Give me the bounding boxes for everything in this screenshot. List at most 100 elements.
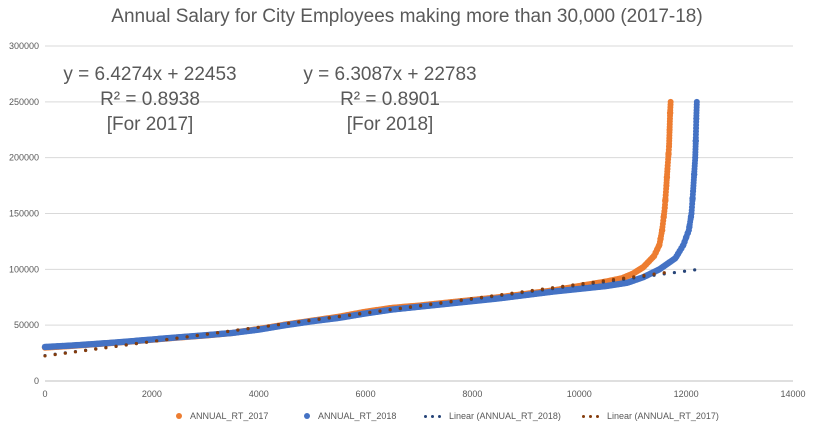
year-note-line: [For 2018] bbox=[346, 114, 434, 135]
trendline-dot bbox=[84, 348, 88, 353]
x-tick-label: 4000 bbox=[249, 389, 269, 399]
trendline-dot bbox=[662, 271, 666, 275]
trendline-dot bbox=[155, 339, 159, 343]
x-tick-label: 2000 bbox=[142, 389, 162, 399]
trendline-dot bbox=[358, 312, 362, 316]
trendline-dot bbox=[520, 290, 524, 294]
trendline-dot bbox=[449, 299, 453, 303]
trendline-dot bbox=[571, 283, 575, 287]
trendline-Linear (ANNUAL_RT_2017) bbox=[43, 271, 666, 358]
y-tick-label: 0 bbox=[34, 376, 39, 386]
trendline-dot bbox=[134, 342, 138, 346]
trendline-equation-2018: y = 6.3087x + 22783 R² = 0.8901 [For 201… bbox=[290, 62, 490, 137]
equation-line: y = 6.4274x + 22453 bbox=[63, 64, 237, 85]
legend-item: ANNUAL_RT_2018 bbox=[304, 411, 396, 421]
trendline-dot bbox=[94, 347, 98, 351]
trendline-dot bbox=[540, 287, 545, 291]
trendline-dot bbox=[327, 316, 331, 320]
trendline-dot bbox=[215, 331, 220, 335]
equation-line: y = 6.3087x + 22783 bbox=[303, 64, 477, 85]
trendline-dot bbox=[500, 292, 504, 297]
y-tick-label: 300000 bbox=[9, 41, 39, 51]
trendline-dot bbox=[144, 340, 149, 344]
trendline-dot bbox=[63, 351, 67, 355]
trendline-dot bbox=[550, 286, 555, 290]
series-ANNUAL_RT_2018 bbox=[41, 98, 700, 351]
trendline-dot bbox=[429, 302, 433, 306]
trendline-dot bbox=[287, 321, 291, 325]
x-tick-label: 6000 bbox=[356, 389, 376, 399]
trendline-dot bbox=[317, 317, 321, 321]
trendline-dot bbox=[561, 284, 565, 288]
data-point bbox=[667, 98, 674, 105]
trendline-dot bbox=[693, 268, 697, 272]
trendline-dot bbox=[479, 295, 484, 299]
legend-label: ANNUAL_RT_2017 bbox=[190, 411, 269, 421]
year-note-line: [For 2017] bbox=[106, 114, 194, 135]
trendline-dot bbox=[195, 333, 199, 338]
trendline-dot bbox=[601, 279, 605, 283]
x-tick-label: 0 bbox=[42, 389, 47, 399]
trendline-dot bbox=[490, 294, 494, 298]
y-tick-label: 250000 bbox=[9, 97, 39, 107]
trendline-dot bbox=[43, 354, 47, 358]
trendline-dot bbox=[408, 305, 413, 309]
trendline-dot bbox=[459, 298, 463, 302]
trendline-dot bbox=[337, 314, 341, 318]
trendline-dot bbox=[591, 280, 595, 284]
trendline-dot bbox=[530, 288, 534, 293]
trendline-dot bbox=[611, 277, 616, 282]
trendline-dot bbox=[642, 273, 646, 278]
legend-item: Linear (ANNUAL_RT_2018) bbox=[424, 411, 561, 421]
chart-legend: ANNUAL_RT_2017 ANNUAL_RT_2018 Linear (ANNU… bbox=[0, 409, 814, 427]
legend-marker-dotted-line bbox=[424, 414, 441, 418]
trendline-dot bbox=[368, 310, 372, 314]
x-tick-label: 12000 bbox=[674, 389, 699, 399]
trendline-dot bbox=[347, 313, 352, 317]
trendline-equation-2017: y = 6.4274x + 22453 R² = 0.8938 [For 201… bbox=[50, 62, 250, 137]
legend-item: ANNUAL_RT_2017 bbox=[176, 411, 268, 421]
y-tick-label: 150000 bbox=[9, 209, 39, 219]
trendline-dot bbox=[205, 332, 210, 336]
trendline-dot bbox=[256, 325, 260, 329]
trendline-dot bbox=[682, 269, 687, 273]
y-tick-label: 100000 bbox=[9, 264, 39, 274]
legend-item: Linear (ANNUAL_RT_2017) bbox=[582, 411, 719, 421]
r-squared-line: R² = 0.8938 bbox=[100, 89, 200, 110]
trendline-dot bbox=[469, 297, 473, 301]
trendline-dot bbox=[266, 324, 270, 328]
trendline-dot bbox=[185, 335, 189, 339]
legend-label: Linear (ANNUAL_RT_2017) bbox=[607, 411, 719, 421]
chart-title: Annual Salary for City Employees making … bbox=[111, 6, 703, 27]
data-point bbox=[693, 98, 700, 105]
trendline-dot bbox=[165, 337, 169, 342]
trendline-dot bbox=[398, 306, 402, 310]
trendline-dot bbox=[388, 307, 392, 312]
trendline-dot bbox=[53, 352, 57, 357]
trendline-dot bbox=[124, 343, 128, 347]
trendline-dot bbox=[672, 270, 676, 275]
trendline-dot bbox=[297, 320, 301, 324]
legend-marker-dotted-line bbox=[582, 414, 599, 418]
legend-marker-dot bbox=[176, 413, 182, 419]
trendline-dot bbox=[104, 346, 108, 350]
x-tick-label: 10000 bbox=[567, 389, 592, 399]
trendline-dot bbox=[581, 282, 585, 286]
legend-label: ANNUAL_RT_2018 bbox=[318, 411, 397, 421]
trendline-dot bbox=[276, 322, 281, 327]
trendline-dot bbox=[622, 276, 626, 280]
trendline-dot bbox=[246, 327, 250, 331]
y-tick-label: 50000 bbox=[14, 320, 39, 330]
trendline-dot bbox=[73, 350, 78, 354]
trendline-dot bbox=[378, 309, 382, 313]
trendline-dot bbox=[236, 328, 240, 332]
trendline-dot bbox=[439, 301, 443, 305]
x-tick-label: 8000 bbox=[462, 389, 482, 399]
r-squared-line: R² = 0.8901 bbox=[340, 89, 440, 110]
y-tick-label: 200000 bbox=[9, 153, 39, 163]
trendline-dot bbox=[307, 318, 311, 323]
trendline-dot bbox=[226, 329, 230, 333]
trendline-dot bbox=[652, 272, 656, 276]
x-tick-label: 14000 bbox=[780, 389, 805, 399]
